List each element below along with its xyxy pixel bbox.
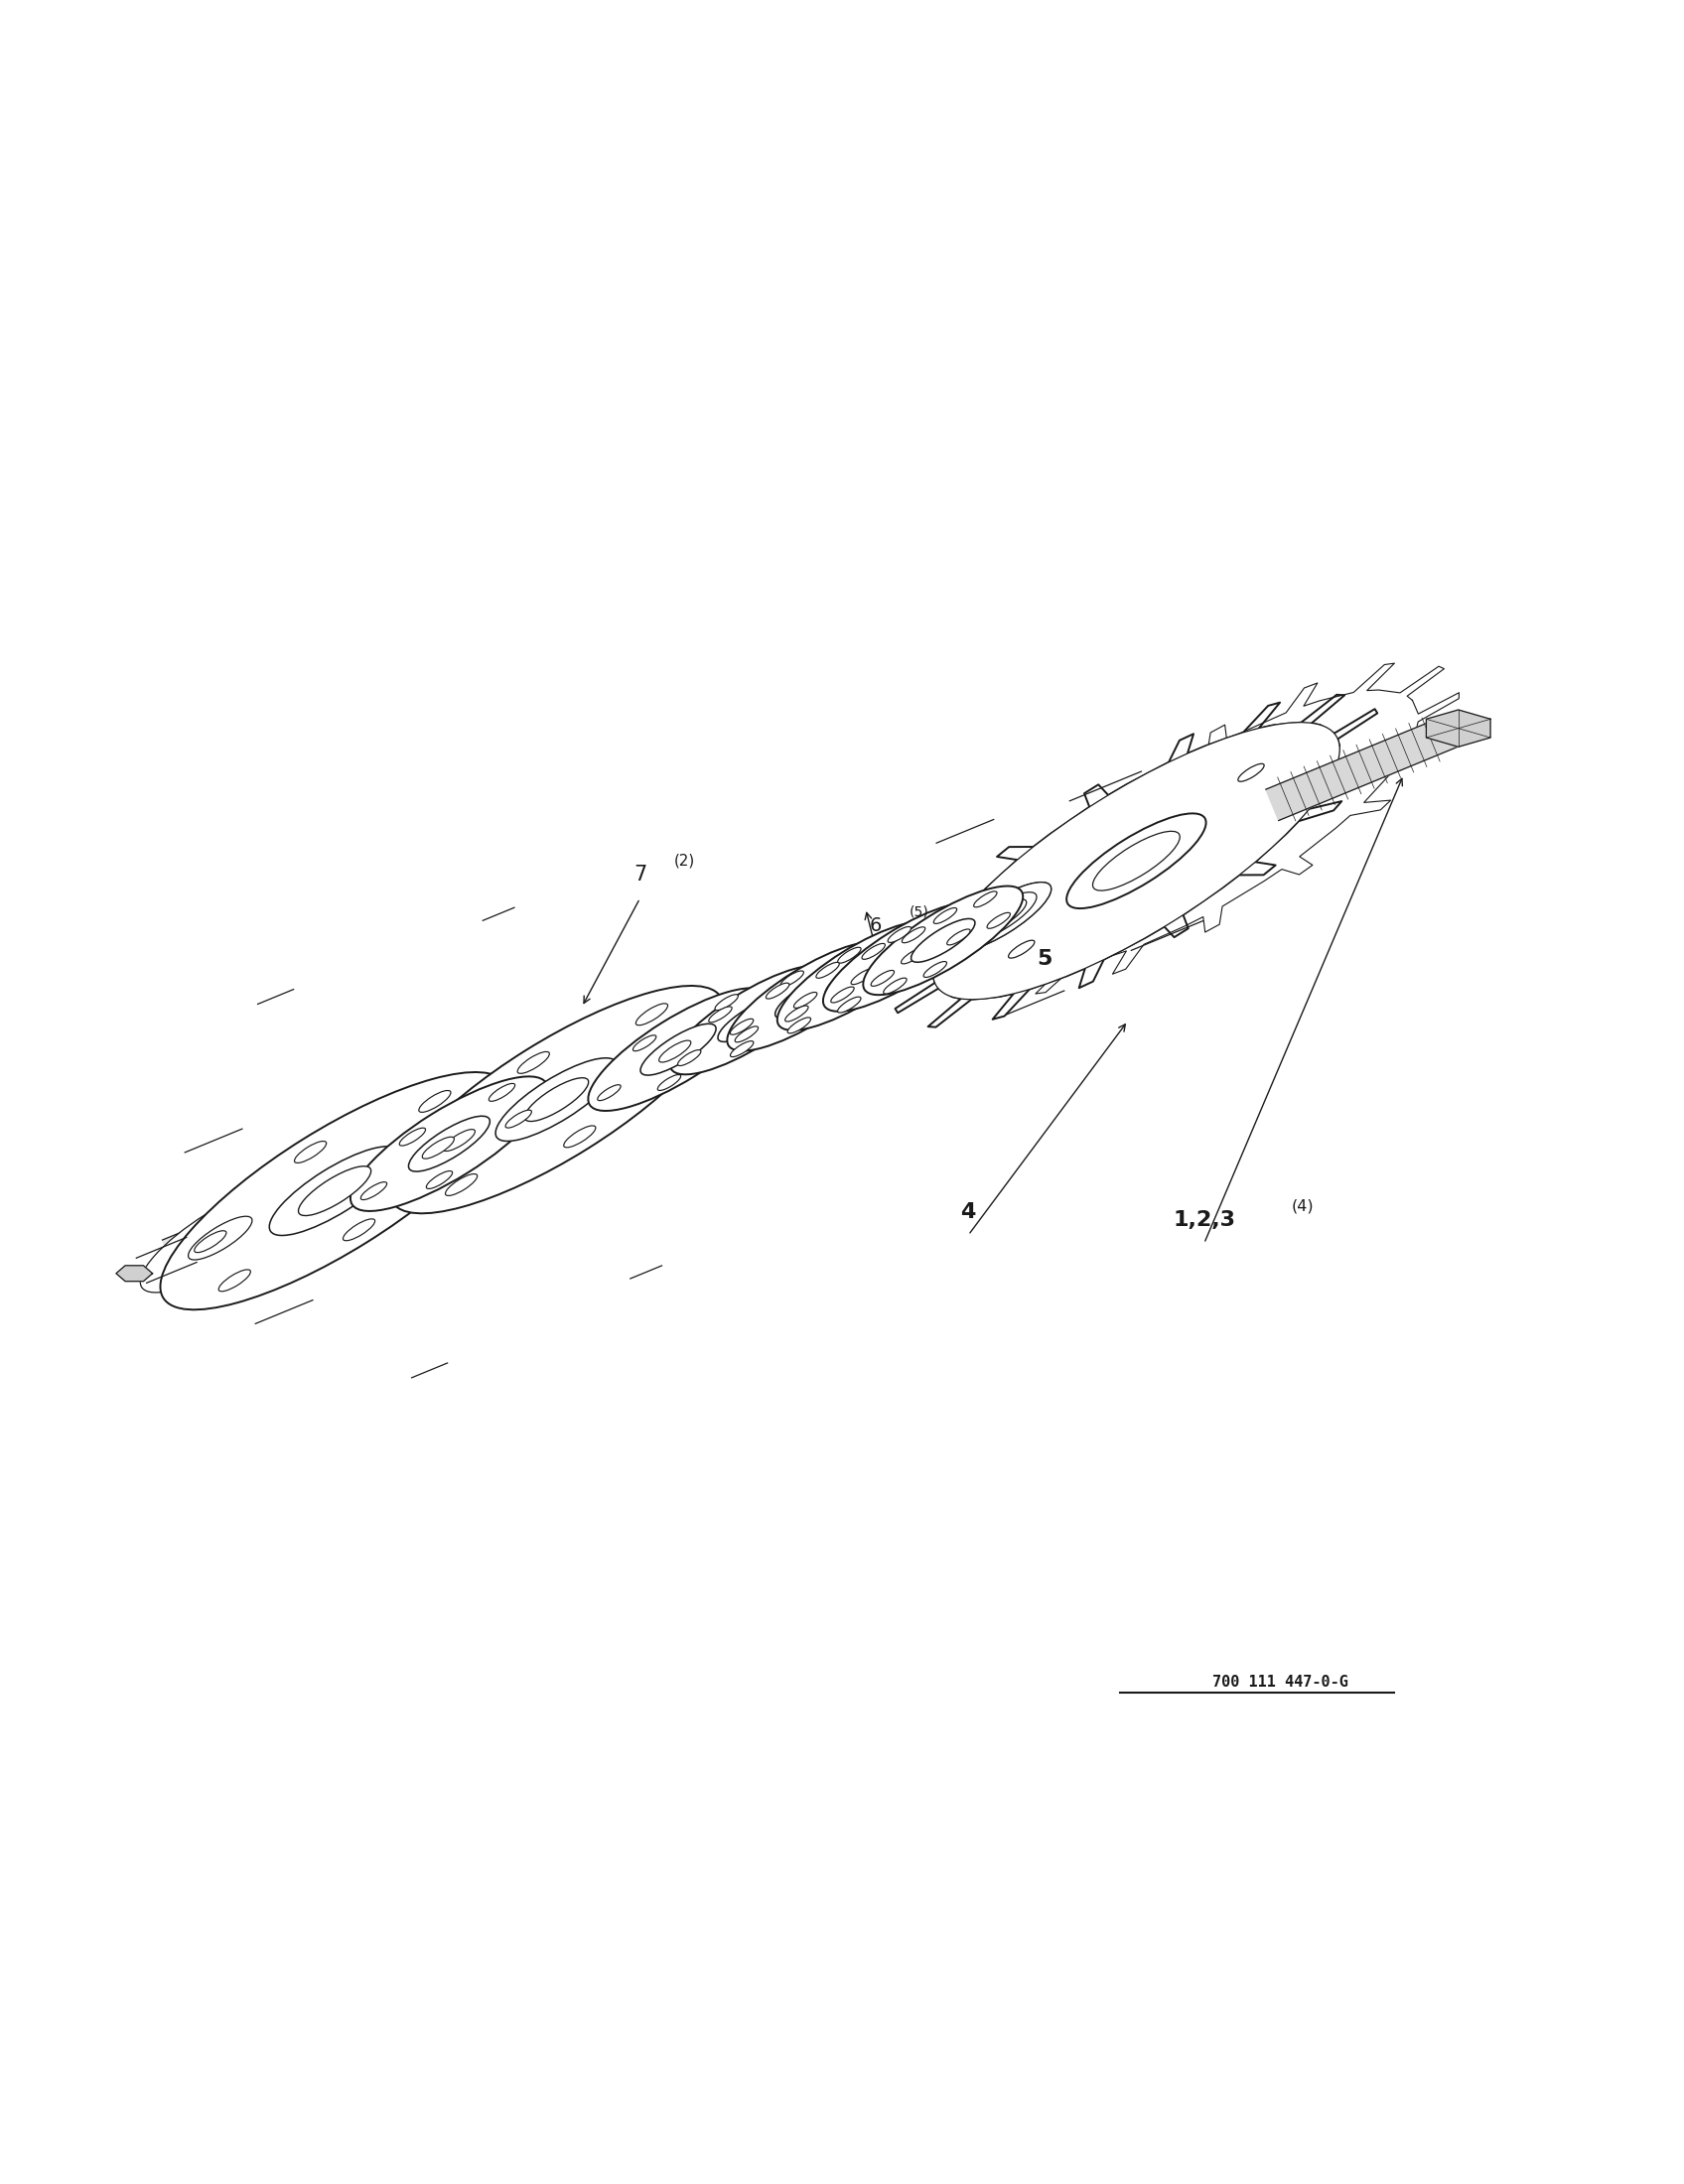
- Ellipse shape: [862, 943, 886, 959]
- Ellipse shape: [921, 863, 1079, 972]
- Ellipse shape: [598, 1085, 621, 1101]
- Ellipse shape: [731, 1042, 753, 1057]
- Ellipse shape: [658, 1040, 690, 1061]
- Polygon shape: [896, 695, 1378, 1026]
- Ellipse shape: [973, 891, 997, 906]
- Ellipse shape: [830, 987, 854, 1002]
- Ellipse shape: [727, 941, 887, 1051]
- Ellipse shape: [933, 909, 957, 924]
- Ellipse shape: [409, 1116, 490, 1171]
- Ellipse shape: [933, 723, 1340, 1000]
- Polygon shape: [1426, 710, 1490, 747]
- Ellipse shape: [734, 1026, 758, 1042]
- Ellipse shape: [950, 882, 1051, 952]
- Ellipse shape: [950, 882, 1051, 952]
- Text: 7: 7: [633, 865, 647, 885]
- Ellipse shape: [350, 1077, 547, 1212]
- Ellipse shape: [423, 1138, 455, 1160]
- Ellipse shape: [837, 996, 861, 1013]
- Text: 700 111 447-0-G: 700 111 447-0-G: [1212, 1675, 1347, 1690]
- Ellipse shape: [670, 965, 830, 1075]
- Ellipse shape: [588, 987, 768, 1112]
- Ellipse shape: [194, 1232, 226, 1251]
- Ellipse shape: [657, 1075, 680, 1090]
- Ellipse shape: [963, 891, 1037, 941]
- Ellipse shape: [903, 926, 925, 943]
- Ellipse shape: [817, 963, 839, 978]
- Ellipse shape: [766, 983, 790, 998]
- Text: 6: 6: [869, 917, 882, 935]
- Ellipse shape: [488, 1083, 515, 1101]
- Ellipse shape: [525, 1077, 588, 1120]
- Ellipse shape: [419, 1090, 451, 1112]
- Text: (4): (4): [1292, 1199, 1314, 1214]
- Ellipse shape: [140, 1184, 300, 1293]
- Ellipse shape: [189, 1216, 253, 1260]
- Ellipse shape: [344, 1219, 376, 1241]
- Ellipse shape: [298, 1166, 370, 1216]
- Ellipse shape: [775, 974, 839, 1018]
- Text: 1,2,3: 1,2,3: [1172, 1210, 1236, 1230]
- Ellipse shape: [716, 994, 738, 1011]
- Polygon shape: [1266, 712, 1465, 821]
- Ellipse shape: [887, 926, 911, 943]
- Ellipse shape: [1066, 812, 1206, 909]
- Ellipse shape: [923, 961, 946, 976]
- Ellipse shape: [901, 948, 925, 963]
- Ellipse shape: [823, 902, 983, 1011]
- Ellipse shape: [219, 1269, 251, 1291]
- Text: 4: 4: [960, 1201, 977, 1221]
- Ellipse shape: [884, 978, 906, 994]
- Polygon shape: [972, 664, 1458, 994]
- Ellipse shape: [360, 1182, 387, 1199]
- Ellipse shape: [1093, 832, 1180, 891]
- Ellipse shape: [717, 998, 781, 1042]
- Ellipse shape: [633, 1035, 657, 1051]
- Ellipse shape: [445, 1175, 477, 1195]
- Polygon shape: [116, 1265, 153, 1282]
- Ellipse shape: [389, 985, 724, 1214]
- Ellipse shape: [850, 970, 874, 985]
- Ellipse shape: [987, 913, 1010, 928]
- Ellipse shape: [677, 1051, 701, 1066]
- Ellipse shape: [295, 1142, 327, 1162]
- Text: 5: 5: [1036, 950, 1052, 970]
- Ellipse shape: [788, 1018, 810, 1033]
- Ellipse shape: [269, 1147, 401, 1236]
- Ellipse shape: [793, 992, 817, 1009]
- Ellipse shape: [399, 1127, 426, 1147]
- Ellipse shape: [443, 1129, 475, 1151]
- Ellipse shape: [946, 928, 970, 946]
- Polygon shape: [162, 758, 1352, 1278]
- Ellipse shape: [973, 900, 1027, 935]
- Ellipse shape: [505, 1109, 532, 1127]
- Ellipse shape: [517, 1053, 549, 1075]
- Ellipse shape: [637, 1002, 669, 1024]
- Ellipse shape: [871, 970, 894, 987]
- Ellipse shape: [780, 972, 803, 987]
- Ellipse shape: [495, 1057, 618, 1142]
- Ellipse shape: [837, 948, 861, 963]
- Text: (2): (2): [674, 854, 695, 867]
- Ellipse shape: [731, 1018, 753, 1035]
- Text: (5): (5): [909, 904, 930, 919]
- Ellipse shape: [825, 954, 889, 998]
- Ellipse shape: [709, 1007, 733, 1022]
- Ellipse shape: [778, 922, 936, 1031]
- Ellipse shape: [864, 887, 1022, 996]
- Ellipse shape: [911, 919, 975, 963]
- Ellipse shape: [1009, 941, 1034, 959]
- Ellipse shape: [871, 935, 935, 978]
- Ellipse shape: [640, 1024, 716, 1075]
- Ellipse shape: [426, 1171, 453, 1188]
- Ellipse shape: [564, 1125, 596, 1147]
- Ellipse shape: [785, 1005, 808, 1022]
- Ellipse shape: [1238, 764, 1265, 782]
- Ellipse shape: [160, 1072, 509, 1310]
